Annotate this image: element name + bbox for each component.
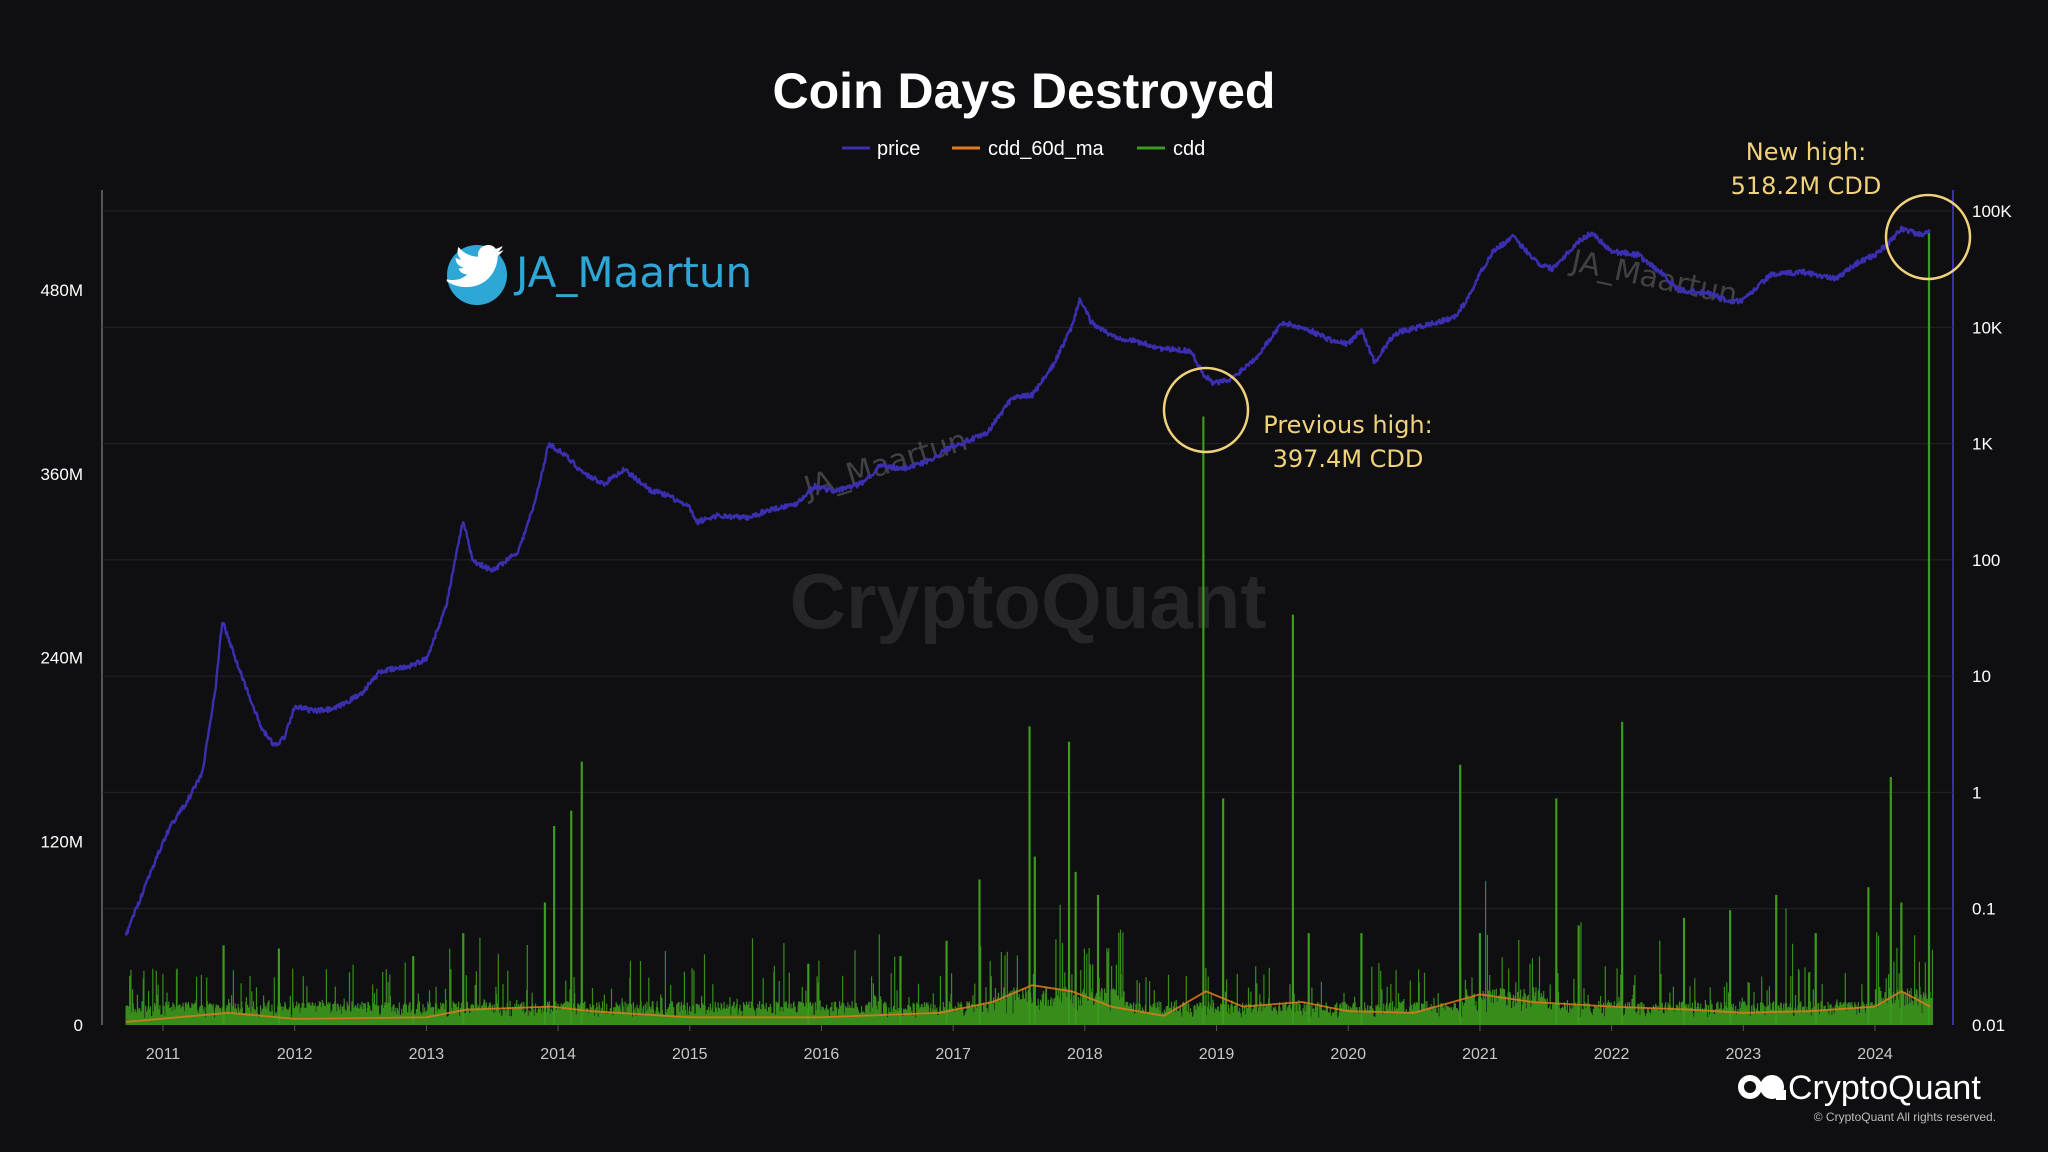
- new-high-circle: [1884, 193, 1972, 281]
- previous-high-label: Previous high:: [1263, 411, 1432, 439]
- right-tick-label: 0.1: [1972, 900, 1996, 919]
- watermark-cryptoquant: CryptoQuant: [790, 557, 1267, 645]
- left-tick-label: 480M: [40, 281, 83, 300]
- brand-logo: CryptoQuant © CryptoQuant All rights res…: [1738, 1069, 1996, 1124]
- left-tick-label: 120M: [40, 832, 83, 851]
- cdd-series: [125, 231, 1933, 1025]
- watermark-ja-maartun-right: JA_Maartun: [1566, 243, 1740, 313]
- legend-label-cdd: cdd: [1173, 138, 1205, 160]
- right-tick-label: 1K: [1972, 435, 1993, 454]
- previous-high-label: 397.4M CDD: [1273, 445, 1424, 473]
- right-tick-label: 10: [1972, 667, 1991, 686]
- cdd-60d-ma-line: [126, 984, 1931, 1023]
- x-tick-label: 2021: [1462, 1046, 1498, 1063]
- x-tick-label: 2023: [1726, 1046, 1762, 1063]
- x-tick-label: 2015: [672, 1046, 708, 1063]
- legend-label-cdd-60d-ma: cdd_60d_ma: [988, 138, 1105, 160]
- x-tick-label: 2013: [409, 1046, 445, 1063]
- twitter-bird-glyph: [446, 244, 504, 288]
- cryptoquant-logo-icon: [1738, 1075, 1786, 1100]
- right-tick-label: 1: [1972, 783, 1981, 802]
- brand-name: CryptoQuant: [1788, 1069, 1981, 1107]
- x-tick-label: 2020: [1330, 1046, 1366, 1063]
- right-tick-label: 10K: [1972, 318, 2003, 337]
- price-series: [124, 225, 1931, 936]
- x-tick-label: 2018: [1067, 1046, 1103, 1063]
- right-axis-ticks: 0.01 0.1 1 10 100 1K 10K 100K: [1972, 202, 2012, 1035]
- new-high-label: 518.2M CDD: [1731, 172, 1882, 200]
- new-high-label: New high:: [1746, 138, 1866, 166]
- x-axis-ticks: 2011 2012 2013 2014 2015 2016 2017 2018 2019 2020…: [146, 1025, 1893, 1063]
- right-tick-label: 100: [1972, 551, 2000, 570]
- gridlines: [102, 210, 1953, 910]
- legend: price cdd_60d_ma cdd: [842, 138, 1205, 160]
- cdd-noise: [125, 881, 1933, 1025]
- x-tick-label: 2022: [1594, 1046, 1630, 1063]
- right-tick-label: 0.01: [1972, 1016, 2005, 1035]
- left-axis-ticks: 0 120M 240M 360M 480M: [40, 281, 83, 1035]
- left-tick-label: 360M: [40, 465, 83, 484]
- twitter-handle-text: JA_Maartun: [513, 248, 752, 297]
- copyright: © CryptoQuant All rights reserved.: [1814, 1110, 1996, 1124]
- previous-high-circle: [1162, 366, 1250, 454]
- right-tick-label: 100K: [1972, 202, 2012, 221]
- x-tick-label: 2019: [1199, 1046, 1235, 1063]
- chart-title: Coin Days Destroyed: [773, 63, 1276, 119]
- price-line: [124, 225, 1931, 936]
- x-tick-label: 2012: [277, 1046, 313, 1063]
- x-tick-label: 2011: [146, 1046, 181, 1063]
- x-tick-label: 2016: [804, 1046, 840, 1063]
- x-tick-label: 2024: [1857, 1046, 1893, 1063]
- x-tick-label: 2014: [540, 1046, 576, 1063]
- twitter-handle: JA_Maartun: [446, 244, 752, 305]
- left-tick-label: 240M: [40, 649, 83, 668]
- legend-label-price: price: [877, 138, 920, 160]
- annotations: Previous high: 397.4M CDD New high: 518.2M …: [1162, 138, 1972, 473]
- left-tick-label: 0: [74, 1016, 83, 1035]
- cdd-60d-ma-series: [126, 984, 1931, 1023]
- x-tick-label: 2017: [935, 1046, 971, 1063]
